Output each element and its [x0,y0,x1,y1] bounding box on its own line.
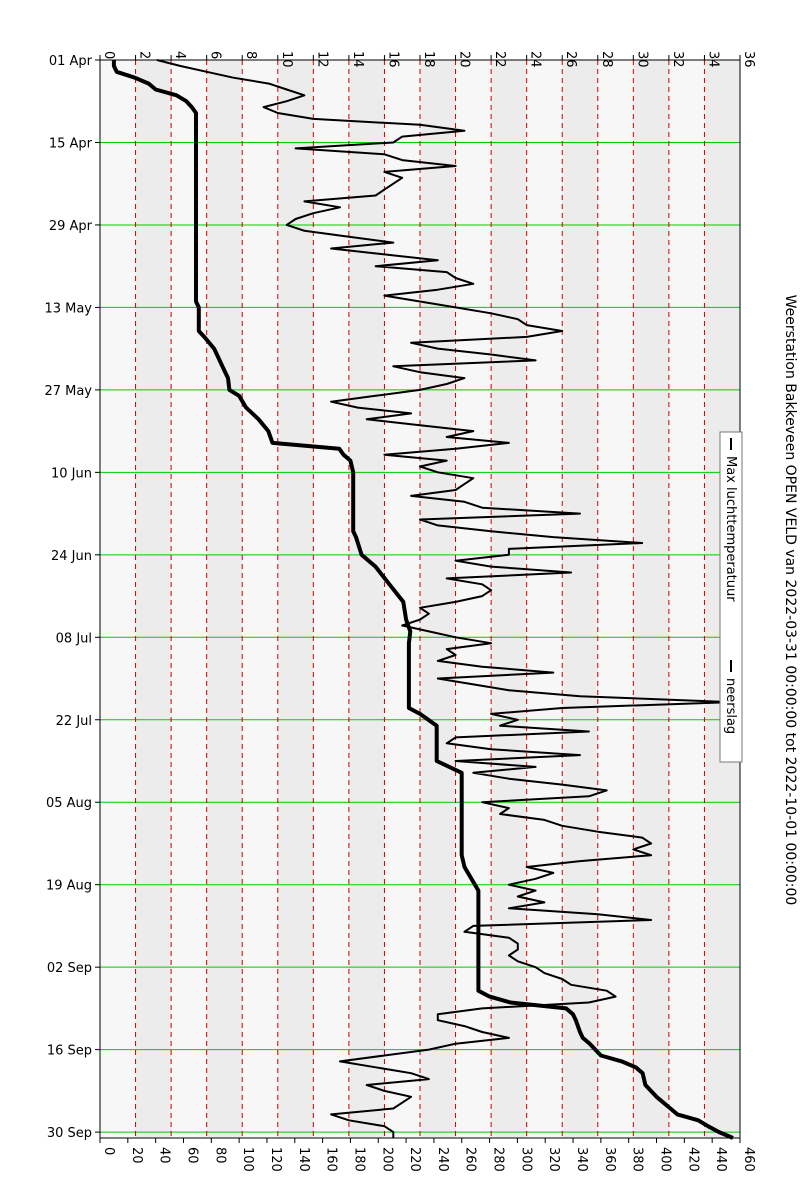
chart-title-group: Weerstation Bakkeveen OPEN VELD van 2022… [782,295,798,906]
plot-bands [135,60,740,1138]
plot-band [491,60,527,1138]
series-line-temperature [156,59,733,1138]
temperature-tick-label: 28 [599,51,614,68]
plot-band [348,60,385,1138]
temperature-tick-label: 10 [279,51,294,68]
plot-band [206,60,243,1138]
precipitation-tick-label: 320 [546,1147,561,1172]
date-tick-label: 13 May [44,301,92,316]
precipitation-tick-label: 140 [296,1147,311,1172]
date-tick-label: 24 Jun [51,549,92,564]
plot-band [420,60,456,1138]
precipitation-tick-label: 460 [741,1147,756,1172]
precipitation-axis: 0 20 40 60 80 100 120 140 160 180 200 220 240 260 280 3… [99,1138,756,1172]
precipitation-tick-label: 80 [212,1147,227,1164]
temperature-tick-label: 30 [634,51,649,68]
precipitation-tick-label: 40 [157,1147,172,1164]
date-tick-label: 29 Apr [49,219,93,234]
date-tick-label: 27 May [44,384,92,399]
precipitation-tick-label: 300 [518,1147,533,1172]
date-tick-label: 10 Jun [51,466,92,481]
precipitation-tick-label: 160 [324,1147,339,1172]
series-group [111,59,734,1140]
temperature-tick-label: 34 [705,51,720,68]
temperature-tick-label: 8 [243,51,258,59]
temperature-tick-label: 20 [457,51,472,68]
temperature-tick-label: 2 [137,51,152,59]
temperature-tick-label: 26 [563,51,578,68]
temperature-tick-label: 24 [528,51,543,68]
plot-band [135,60,172,1138]
date-tick-label: 22 Jul [56,714,92,729]
precipitation-tick-label: 280 [491,1147,506,1172]
date-tick-label: 08 Jul [56,631,92,646]
precipitation-tick-label: 260 [463,1147,478,1172]
temperature-tick-label: 18 [421,51,436,68]
temperature-tick-label: 36 [741,51,756,68]
precipitation-tick-label: 120 [268,1147,283,1172]
legend: Max luchttemperatuur neerslag [719,431,743,763]
precipitation-tick-label: 60 [184,1147,199,1164]
date-tick-label: 15 Apr [49,136,93,151]
date-tick-label: 16 Sep [47,1044,92,1059]
precipitation-tick-label: 240 [435,1147,450,1172]
plot-band [562,60,598,1138]
temperature-tick-label: 4 [172,51,187,59]
precipitation-tick-label: 440 [713,1147,728,1172]
legend-label-precipitation: neerslag [723,678,738,734]
precipitation-tick-label: 200 [379,1147,394,1172]
temperature-tick-label: 14 [350,51,365,68]
temperature-axis: 0 2 4 6 8 10 12 14 16 18 20 22 24 26 28 30 32 34 36 [99,51,756,68]
date-tick-label: 05 Aug [46,796,92,811]
precipitation-tick-label: 0 [101,1147,116,1155]
precipitation-tick-label: 340 [574,1147,589,1172]
legend-box [719,431,743,763]
precipitation-tick-label: 20 [129,1147,144,1164]
temperature-tick-label: 16 [385,51,400,68]
precipitation-tick-label: 400 [658,1147,673,1172]
precipitation-tick-label: 180 [351,1147,366,1172]
date-tick-label: 02 Sep [47,961,92,976]
date-tick-label: 01 Apr [49,54,93,69]
precipitation-tick-label: 420 [685,1147,700,1172]
temperature-tick-label: 6 [208,51,223,59]
plot-band [633,60,669,1138]
precipitation-tick-label: 220 [407,1147,422,1172]
date-tick-label: 19 Aug [46,879,92,894]
series-line-precipitation [111,60,734,1140]
precipitation-tick-label: 100 [240,1147,255,1172]
plot-band [277,60,314,1138]
chart-title: Weerstation Bakkeveen OPEN VELD van 2022… [782,295,798,906]
temperature-tick-label: 32 [670,51,685,68]
date-tick-label: 30 Sep [47,1126,92,1141]
temperature-tick-label: 0 [101,51,116,59]
date-axis: 01 Apr 15 Apr 29 Apr 13 May 27 May 10 Jun 24 J… [44,54,100,1141]
temperature-tick-label: 22 [492,51,507,68]
legend-label-temperature: Max luchttemperatuur [723,456,738,602]
temperature-tick-label: 12 [314,51,329,68]
precipitation-tick-label: 380 [630,1147,645,1172]
precipitation-tick-label: 360 [602,1147,617,1172]
